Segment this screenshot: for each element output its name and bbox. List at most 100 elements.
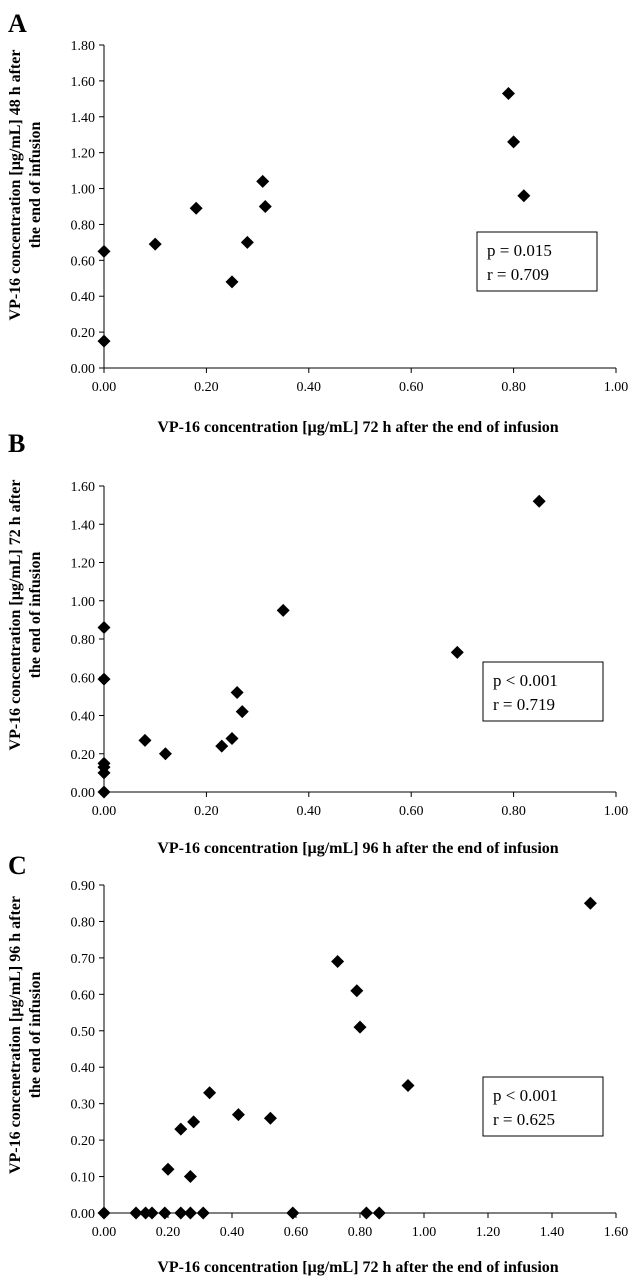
panel-c-x-tick-label: 1.00 [412,1225,437,1240]
panel-b-y-tick-label: 0.40 [71,710,96,725]
panel-b-y-tick-label: 0.00 [71,786,96,801]
panel-a-y-tick-label: 1.80 [71,39,96,54]
panel-c-y-tick-label: 0.20 [71,1134,96,1149]
panel-c-x-tick-label: 0.80 [348,1225,373,1240]
panel-c-y-tick-label: 0.80 [71,915,96,930]
panel-c-data-point [174,1206,188,1220]
panel-b-data-point [235,705,249,719]
panel-c-data-point [353,1020,367,1034]
panel-c-y-tick-label: 0.90 [71,879,96,894]
panel-b-x-tick-label: 0.40 [297,804,322,819]
panel-c-x-axis-label: VP-16 concentration [µg/mL] 72 h after t… [157,1259,558,1276]
panel-a-y-label-line-2: the end of infusion [27,122,44,249]
panel-c-data-point [174,1122,188,1136]
panel-c-data-point [203,1086,217,1100]
panel-b-x-tick-label: 0.00 [92,804,117,819]
panel-c-x-tick-label: 1.40 [540,1225,565,1240]
panel-a-y-tick-label: 0.80 [71,218,96,233]
panel-b-p-value: p < 0.001 [493,671,558,690]
panel-b-stats-frame [482,661,604,722]
panel-c-x-tick-label: 0.60 [284,1225,309,1240]
panel-b-data-point [225,731,239,745]
panel-a-y-tick-label: 1.00 [71,183,96,198]
panel-c-data-point [331,955,345,969]
panel-a-data-point [97,244,111,258]
panel-b-y-axis-label: VP-16 concentration [µg/mL] 72 h after t… [7,480,44,751]
panel-c-p-value: p < 0.001 [493,1086,558,1105]
panel-b-y-tick-label: 1.60 [71,480,96,495]
panel-c-y-tick-label: 0.40 [71,1061,96,1076]
panel-c-y-tick-label: 0.50 [71,1025,96,1040]
panel-b-data-point [97,672,111,686]
panel-c-data-point [286,1206,300,1220]
panel-a: A VP-16 concentration [µg/mL] 48 h after… [7,9,628,436]
panel-c: C VP-16 concenetration [µg/mL] 96 h afte… [7,851,628,1276]
panel-b-data-point [276,603,290,617]
panel-b-x-axis-label: VP-16 concentration [µg/mL] 96 h after t… [157,840,558,857]
panel-a-y-tick-label: 1.60 [71,75,96,90]
panel-a-y-axis-label: VP-16 concentration [µg/mL] 48 h after t… [7,50,44,321]
panel-b-data-point [230,686,244,700]
panel-c-y-tick-label: 0.70 [71,952,96,967]
panel-c-letter: C [8,851,27,880]
panel-a-p-value: p = 0.015 [487,241,552,260]
panel-c-y-tick-label: 0.00 [71,1207,96,1222]
panel-c-data-point [187,1115,201,1129]
panel-c-data-point [183,1206,197,1220]
panel-b-y-tick-label: 0.20 [71,748,96,763]
panel-a-plot: 0.00 0.20 0.40 0.60 0.80 1.00 1.20 1.40 1.60 1.80… [71,39,629,395]
panel-b-data-point [97,756,111,770]
panel-c-plot: 0.00 0.10 0.20 0.30 0.40 0.50 0.60 0.70 0.80 0.90… [71,879,629,1240]
panel-c-data-point [183,1170,197,1184]
panel-a-x-axis-label: VP-16 concentration [µg/mL] 72 h after t… [157,419,558,436]
panel-c-y-tick-label: 0.30 [71,1098,96,1113]
panel-a-data-point [501,86,515,100]
panel-b-y-label-line-2: the end of infusion [27,552,44,679]
panel-a-y-tick-label: 0.40 [71,290,96,305]
panel-a-y-tick-label: 1.40 [71,111,96,126]
panel-b-data-point [450,645,464,659]
panel-c-x-tick-label: 1.60 [604,1225,629,1240]
panel-b-letter: B [8,429,25,458]
panel-a-y-tick-label: 0.00 [71,362,96,377]
panel-b-r-value: r = 0.719 [493,695,555,714]
panel-a-data-point [258,200,272,213]
panel-a-data-point [507,135,521,149]
panel-c-data-point [263,1111,277,1125]
panel-c-data-point [231,1108,245,1122]
panel-a-y-tick-label: 0.60 [71,254,96,269]
panel-c-data-point [145,1206,159,1220]
panel-a-letter: A [8,9,27,38]
panel-c-data-point [401,1078,415,1092]
panel-a-stats-box: p = 0.015 r = 0.709 [476,231,598,292]
panel-a-data-point [189,201,203,215]
panel-a-y-label-line-1: VP-16 concentration [µg/mL] 48 h after [7,50,24,321]
panel-c-x-tick-label: 1.20 [476,1225,501,1240]
panel-b-x-tick-label: 0.20 [194,804,219,819]
panel-a-x-tick-label: 0.20 [194,380,219,395]
panel-a-r-value: r = 0.709 [487,265,549,284]
panel-c-x-tick-label: 0.20 [156,1225,181,1240]
panel-b-x-tick-label: 1.00 [604,804,629,819]
panel-c-data-point [196,1206,210,1220]
panel-a-y-tick-label: 0.20 [71,326,96,341]
panel-c-y-label-line-2: the end of infusion [27,972,44,1099]
panel-c-data-point [97,1206,111,1220]
panel-c-y-tick-label: 0.10 [71,1171,96,1186]
panel-b-y-tick-label: 1.00 [71,595,96,610]
panel-b-x-tick-label: 0.60 [399,804,424,819]
panel-b-data-point [97,785,111,799]
panel-c-data-point [129,1206,143,1220]
panel-a-y-tick-label: 1.20 [71,147,96,162]
panel-c-y-tick-label: 0.60 [71,988,96,1003]
panel-a-data-point [240,235,254,249]
panel-a-x-tick-label: 1.00 [604,380,629,395]
panel-b-data-point [138,733,152,747]
panel-b-data-point [532,494,546,508]
panel-a-data-point [148,237,162,251]
panel-a-x-tick-label: 0.40 [297,380,322,395]
panel-a-stats-frame [476,231,598,292]
panel-b-y-tick-label: 1.40 [71,518,96,533]
panel-c-data-point [372,1206,386,1220]
